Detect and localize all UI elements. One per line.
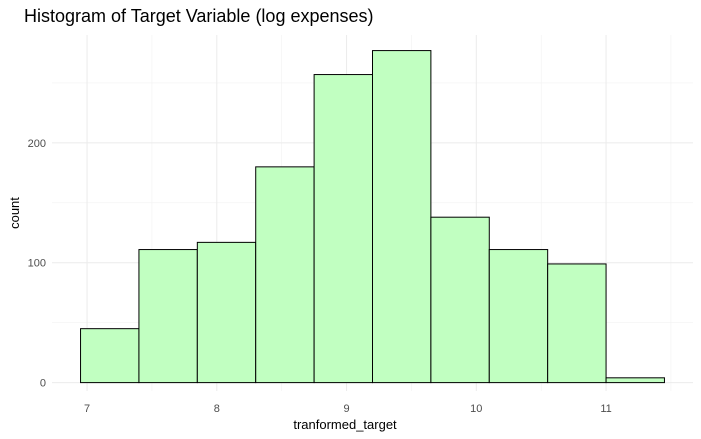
histogram-bar [313, 74, 374, 384]
histogram-bar [255, 166, 315, 384]
y-axis-ticks: 0 100 200 [28, 138, 46, 390]
x-tick-label: 8 [214, 403, 220, 415]
histogram-bar [196, 241, 257, 384]
x-tick-label: 11 [600, 403, 611, 415]
x-axis-title: tranformed_target [293, 417, 397, 432]
x-tick-label: 10 [470, 403, 482, 415]
histogram-bar [372, 50, 432, 384]
histogram-bar [605, 377, 665, 384]
y-tick-label: 100 [28, 258, 46, 270]
y-tick-label: 0 [40, 378, 46, 390]
histogram-bar [80, 328, 140, 384]
histogram-bar [430, 216, 490, 384]
x-tick-label: 7 [84, 403, 90, 415]
y-tick-label: 200 [28, 138, 46, 150]
y-axis-title: count [7, 197, 22, 229]
histogram-bar [547, 263, 607, 384]
histogram-bars [80, 50, 665, 384]
x-tick-label: 9 [343, 403, 349, 415]
histogram-bar [138, 249, 198, 384]
chart-title: Histogram of Target Variable (log expens… [24, 6, 374, 26]
x-axis-ticks: 7 8 9 10 11 [84, 403, 612, 415]
histogram-bar [488, 249, 549, 384]
